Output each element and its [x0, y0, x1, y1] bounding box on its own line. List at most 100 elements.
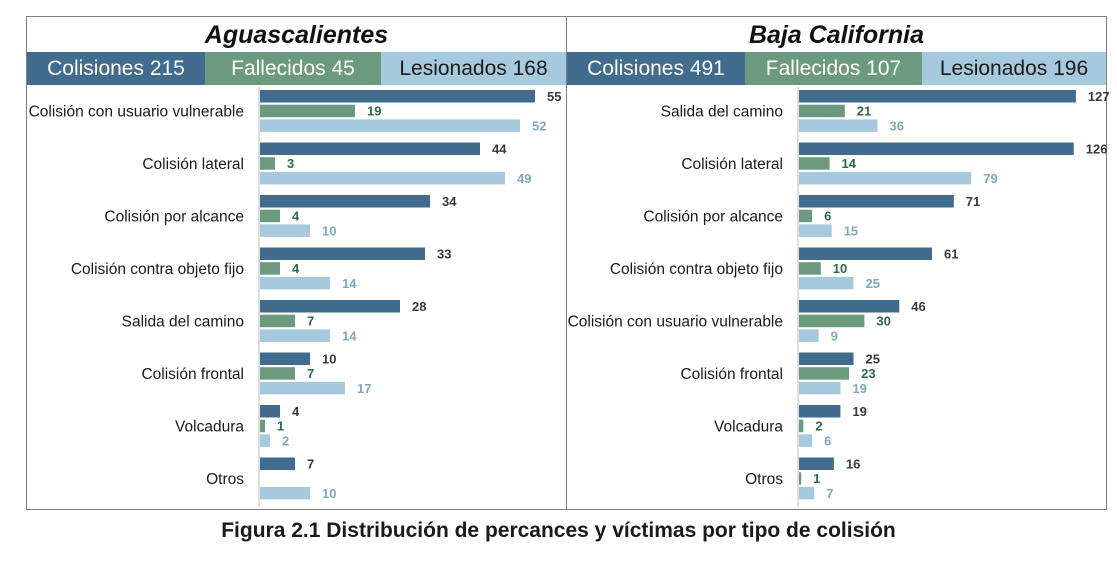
bar-fallecidos — [260, 262, 280, 275]
category-label: Otros — [206, 471, 244, 488]
data-label-lesionados: 14 — [342, 276, 357, 291]
data-label-fallecidos: 4 — [292, 209, 300, 224]
bar-colisiones — [799, 195, 954, 208]
data-label-colisiones: 25 — [866, 352, 880, 367]
bar-fallecidos — [260, 157, 275, 170]
panel-aguascalientes: Aguascalientes Colisiones 215 Fallecidos… — [26, 16, 567, 510]
bar-fallecidos — [799, 314, 865, 328]
data-label-colisiones: 127 — [1088, 89, 1110, 104]
bar-colisiones — [799, 247, 933, 260]
data-label-colisiones: 16 — [846, 457, 860, 472]
bar-lesionados — [260, 434, 270, 447]
data-label-lesionados: 25 — [866, 276, 880, 291]
category-label: Otros — [745, 471, 783, 488]
data-label-lesionados: 10 — [322, 223, 336, 238]
data-label-lesionados: 79 — [983, 171, 997, 186]
bar-lesionados — [799, 119, 878, 132]
data-label-lesionados: 36 — [889, 118, 903, 133]
data-label-lesionados: 7 — [826, 486, 833, 501]
data-label-colisiones: 44 — [492, 142, 507, 157]
bar-fallecidos — [260, 419, 265, 433]
data-label-colisiones: 7 — [307, 457, 314, 472]
bar-chart-aguascalientes: Colisión con usuario vulnerable 55 19 52 Col… — [29, 87, 561, 507]
data-label-colisiones: 55 — [547, 89, 561, 104]
bar-colisiones — [260, 352, 310, 365]
panel-baja-california: Baja California Colisiones 491 Fallecido… — [566, 16, 1110, 510]
bar-fallecidos — [799, 367, 850, 380]
bar-colisiones — [799, 352, 854, 365]
bar-colisiones — [260, 457, 295, 470]
bar-lesionados — [799, 434, 813, 447]
bar-fallecidos — [799, 104, 845, 118]
data-label-lesionados: 14 — [342, 328, 357, 343]
panel-title: Baja California — [748, 21, 925, 49]
category-label: Salida del camino — [122, 313, 244, 330]
stat-fallecidos: Fallecidos 45 — [205, 52, 381, 85]
data-label-fallecidos: 14 — [842, 156, 857, 171]
bar-fallecidos — [799, 419, 804, 433]
bar-colisiones — [799, 90, 1076, 103]
data-label-fallecidos: 1 — [813, 471, 820, 486]
bar-lesionados — [260, 329, 330, 342]
stat-lesionados: Lesionados 196 — [922, 52, 1106, 85]
category-label: Colisión frontal — [141, 366, 244, 383]
bar-colisiones — [260, 195, 430, 208]
data-label-colisiones: 71 — [966, 194, 980, 209]
data-label-lesionados: 2 — [282, 433, 289, 448]
bar-fallecidos — [260, 367, 295, 380]
bar-colisiones — [260, 142, 480, 155]
bar-lesionados — [260, 486, 310, 500]
category-label: Colisión con usuario vulnerable — [29, 103, 244, 120]
bar-fallecidos — [799, 157, 830, 170]
category-label: Salida del camino — [661, 103, 783, 120]
data-label-colisiones: 61 — [944, 247, 958, 262]
bar-lesionados — [260, 171, 505, 185]
data-label-lesionados: 10 — [322, 486, 336, 501]
bar-fallecidos — [799, 262, 821, 275]
data-label-fallecidos: 23 — [861, 366, 875, 381]
category-label: Colisión lateral — [142, 156, 244, 173]
category-label: Colisión contra objeto fijo — [71, 261, 244, 278]
bar-colisiones — [260, 247, 425, 260]
data-label-colisiones: 33 — [437, 247, 451, 262]
data-label-colisiones: 34 — [442, 194, 457, 209]
data-label-fallecidos: 19 — [367, 104, 381, 119]
bar-lesionados — [799, 276, 854, 290]
bar-lesionados — [799, 329, 819, 342]
bar-lesionados — [260, 119, 520, 132]
bar-lesionados — [260, 381, 345, 395]
data-label-fallecidos: 10 — [833, 261, 847, 276]
bar-lesionados — [799, 486, 815, 500]
category-label: Colisión por alcance — [643, 208, 783, 225]
data-label-lesionados: 52 — [532, 118, 546, 133]
data-label-fallecidos: 7 — [307, 314, 314, 329]
stat-lesionados: Lesionados 168 — [381, 52, 566, 85]
bar-colisiones — [260, 300, 400, 313]
data-label-fallecidos: 7 — [307, 366, 314, 381]
bar-lesionados — [799, 224, 832, 237]
data-label-fallecidos: 2 — [815, 419, 822, 434]
data-label-lesionados: 17 — [357, 381, 371, 396]
data-label-fallecidos: 21 — [857, 104, 871, 119]
data-label-colisiones: 46 — [911, 299, 925, 314]
data-label-fallecidos: 3 — [287, 156, 294, 171]
data-label-colisiones: 4 — [292, 404, 300, 419]
bar-colisiones — [799, 142, 1074, 155]
category-label: Volcadura — [714, 418, 783, 435]
data-label-lesionados: 6 — [824, 433, 831, 448]
panel-title: Aguascalientes — [204, 21, 389, 49]
category-label: Colisión por alcance — [104, 208, 244, 225]
data-label-lesionados: 19 — [852, 381, 866, 396]
bar-fallecidos — [799, 209, 813, 223]
category-label: Colisión contra objeto fijo — [610, 261, 783, 278]
bar-colisiones — [799, 405, 841, 418]
data-label-lesionados: 49 — [517, 171, 531, 186]
category-label: Colisión frontal — [680, 366, 783, 383]
figure-caption: Figura 2.1 Distribución de percances y v… — [221, 519, 896, 542]
stat-colisiones: Colisiones 215 — [27, 52, 205, 85]
stat-colisiones: Colisiones 491 — [567, 52, 745, 85]
category-label: Colisión con usuario vulnerable — [568, 313, 783, 330]
bar-fallecidos — [260, 314, 295, 328]
bar-colisiones — [799, 300, 900, 313]
